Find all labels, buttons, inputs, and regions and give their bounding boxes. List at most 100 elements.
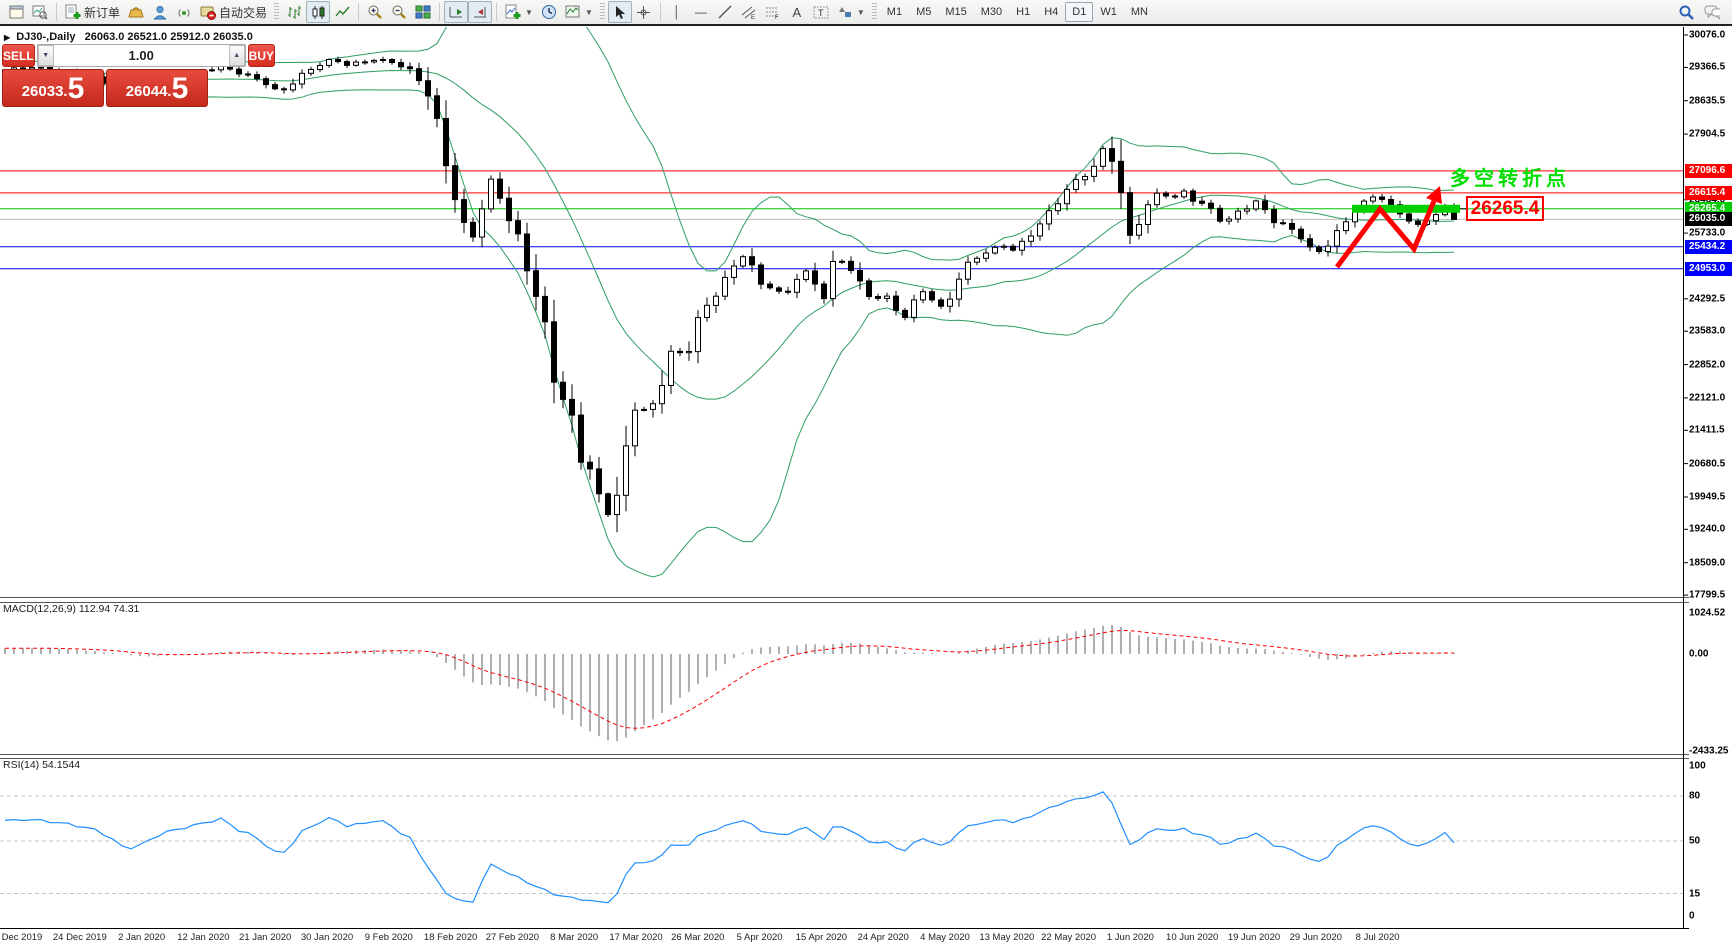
sell-button[interactable]: SELL (2, 44, 35, 67)
new-order-label: 新订单 (84, 5, 121, 20)
date-axis-label: 21 Jan 2020 (239, 932, 292, 943)
date-axis-label: 29 Jun 2020 (1289, 932, 1342, 943)
timeframe-button-W1[interactable]: W1 (1100, 6, 1117, 18)
timeframe-button-M15[interactable]: M15 (945, 6, 967, 18)
buy-price-display[interactable]: 26044. 5 (106, 69, 208, 107)
svg-text:F: F (775, 15, 779, 20)
volume-increment-button[interactable]: ▲ (228, 45, 245, 66)
add-indicator-icon (505, 4, 521, 20)
turning-point-annotation[interactable]: 多空转折点 (1450, 168, 1570, 190)
date-axis-label: 27 Feb 2020 (485, 932, 540, 943)
tile-windows-button[interactable] (411, 1, 435, 23)
horizontal-line-button[interactable]: — (689, 1, 713, 23)
add-indicator-button[interactable]: ▼ (501, 1, 537, 23)
price-axis-tick: 30076.0 (1689, 29, 1726, 41)
profiles-icon (32, 4, 48, 20)
deposit-button[interactable] (124, 1, 148, 23)
crosshair-button[interactable] (632, 1, 656, 23)
price-axis-tick: 25733.0 (1689, 227, 1726, 239)
svg-text:T: T (818, 8, 824, 18)
price-callout-annotation[interactable]: 26265.4 (1466, 196, 1544, 221)
date-axis-label: 8 Jul 2020 (1355, 932, 1400, 943)
signals-button[interactable] (172, 1, 196, 23)
trendline-button[interactable] (713, 1, 737, 23)
price-axis-tick: 19949.5 (1689, 491, 1726, 503)
chart-title: ▶ DJ30-,Daily 26063.0 26521.0 25912.0 26… (4, 31, 253, 43)
one-click-trading-panel: SELL ▼ ▲ BUY 26033. 5 26044. 5 (2, 44, 276, 107)
dropdown-caret-icon: ▼ (525, 7, 533, 17)
text-label-icon: T (813, 4, 829, 20)
price-axis-tick: 19240.0 (1689, 523, 1726, 535)
candlestick-icon (310, 4, 326, 20)
fibonacci-button[interactable]: F (761, 1, 785, 23)
timeframe-button-M30[interactable]: M30 (980, 6, 1003, 18)
text-button[interactable]: A (785, 1, 809, 23)
price-axis-tick: 24292.5 (1689, 293, 1726, 305)
line-chart-icon (334, 4, 350, 20)
timeframe-button-D1[interactable]: D1 (1065, 2, 1094, 22)
signal-icon (176, 4, 192, 20)
autotrading-label: 自动交易 (219, 5, 268, 20)
profiles-button[interactable] (28, 1, 52, 23)
timeframe-button-M5[interactable]: M5 (916, 6, 932, 18)
autotrading-button[interactable]: 自动交易 (196, 1, 271, 23)
shapes-button[interactable]: ▼ (833, 1, 869, 23)
new-order-icon (65, 4, 81, 20)
dropdown-caret-icon: ▼ (584, 7, 593, 17)
auto-scroll-button[interactable] (444, 1, 469, 23)
vertical-line-button[interactable]: │ (665, 1, 689, 23)
timeframe-button-M1[interactable]: M1 (886, 6, 903, 18)
date-axis-label: 24 Apr 2020 (857, 932, 909, 943)
timeframe-button-MN[interactable]: MN (1130, 6, 1148, 18)
community-button[interactable] (148, 1, 172, 23)
instrument-marker-icon: ▶ (4, 33, 11, 42)
timeframe-group: M1 M5 M15 M30 H1 H4 D1 W1 MN (880, 0, 1155, 24)
chart-title-ohlc: 26063.0 26521.0 25912.0 26035.0 (84, 31, 253, 43)
volume-input[interactable] (53, 45, 229, 66)
price-axis-tick: 28635.5 (1689, 95, 1726, 107)
chat-icon[interactable] (1704, 4, 1720, 20)
candlestick-button[interactable] (306, 1, 331, 23)
toolbar: 新订单 自动交易 (0, 0, 1732, 26)
zoom-in-button[interactable] (363, 1, 387, 23)
date-axis-label: 26 Mar 2020 (671, 932, 725, 943)
search-icon[interactable] (1678, 4, 1694, 20)
bar-chart-button[interactable] (282, 1, 306, 23)
buy-button[interactable]: BUY (247, 44, 276, 67)
price-level-badge: 26265.4 (1685, 201, 1732, 216)
date-axis-label: 13 May 2020 (979, 932, 1035, 943)
date-axis-label: 30 Jan 2020 (300, 932, 354, 943)
cursor-button[interactable] (607, 1, 632, 23)
macd-axis-tick: 0.00 (1689, 648, 1709, 660)
new-order-button[interactable]: 新订单 (61, 1, 124, 23)
timeframe-button-H4[interactable]: H4 (1044, 6, 1059, 18)
rsi-axis-tick: 80 (1689, 790, 1701, 802)
person-icon (152, 4, 168, 20)
date-axis-label: 19 Jun 2020 (1227, 932, 1281, 943)
price-axis-tick: 27904.5 (1689, 128, 1726, 140)
price-level-badge: 26615.4 (1685, 185, 1732, 200)
date-axis-label: 12 Jan 2020 (177, 932, 230, 943)
deposit-icon (128, 4, 144, 20)
text-label-button[interactable]: T (809, 1, 833, 23)
shapes-icon (837, 4, 853, 20)
equidistant-channel-button[interactable]: E (737, 1, 761, 23)
charts-window-icon[interactable] (4, 1, 28, 23)
window-icon (8, 4, 24, 20)
date-axis-label: 15 Apr 2020 (795, 932, 848, 943)
line-chart-button[interactable] (330, 1, 354, 23)
sell-price-display[interactable]: 26033. 5 (2, 69, 104, 107)
macd-axis-tick: 1024.52 (1689, 607, 1726, 619)
chart-shift-button[interactable] (468, 1, 493, 23)
zoom-out-button[interactable] (387, 1, 411, 23)
rsi-axis-tick: 15 (1689, 888, 1701, 899)
date-axis-label: 2 Jan 2020 (118, 932, 166, 943)
volume-decrement-button[interactable]: ▼ (37, 45, 54, 66)
price-axis-tick: 22121.0 (1689, 392, 1726, 404)
timeframe-button-H1[interactable]: H1 (1016, 6, 1031, 18)
price-axis-tick: 21411.5 (1689, 424, 1725, 436)
rsi-label: RSI(14) 54.1544 (3, 759, 81, 771)
period-button[interactable] (537, 1, 561, 23)
template-button[interactable]: ▼ (561, 1, 597, 23)
